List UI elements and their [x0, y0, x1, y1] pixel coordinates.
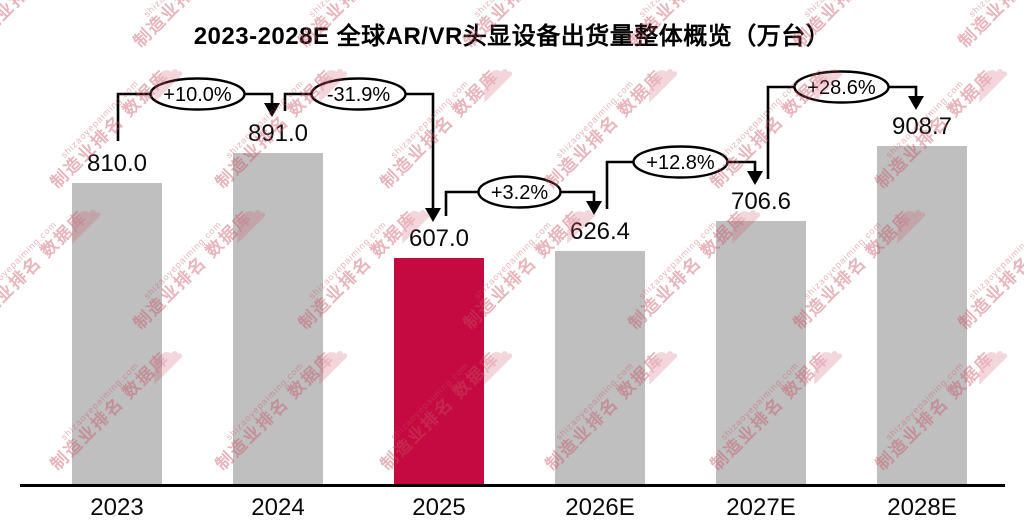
watermark-brand-text: 制造业排名 数据库☁ — [707, 40, 855, 193]
bar-2025 — [394, 258, 484, 484]
x-axis-label-2026E: 2026E — [565, 494, 635, 521]
growth-badge — [793, 70, 890, 104]
watermark-url-text: shizaoyepaiming.com — [1019, 330, 1024, 472]
watermark-brand-text: 制造业排名 数据库☁ — [377, 40, 525, 193]
growth-badge-label: +10.0% — [163, 84, 232, 106]
growth-badge-label: +12.8% — [646, 152, 715, 174]
cloud-icon: ☁ — [617, 40, 690, 113]
x-axis-label-2024: 2024 — [251, 494, 305, 521]
value-label-2023: 810.0 — [86, 150, 148, 177]
growth-badge — [149, 77, 246, 111]
bar-2027E — [716, 221, 806, 484]
bar-2026E — [555, 251, 645, 484]
x-axis-label-2028E: 2028E — [887, 494, 957, 521]
growth-badge-label: +3.2% — [491, 182, 548, 204]
value-label-2024: 891.0 — [247, 120, 309, 147]
arrow-down-icon — [264, 103, 280, 117]
arrow-down-icon — [586, 201, 602, 215]
bar-2023 — [72, 183, 162, 484]
watermark-url-text: shizaoyepaiming.com — [388, 78, 471, 160]
growth-badge — [477, 175, 562, 209]
x-axis-label-2023: 2023 — [90, 494, 144, 521]
x-axis-label-2027E: 2027E — [726, 494, 796, 521]
chart-title: 2023-2028E 全球AR/VR头显设备出货量整体概览（万台） — [193, 23, 831, 50]
growth-connector-2025-to-2026E: +3.2% — [444, 175, 602, 216]
watermark-brand-text: 制造业排名 数据库☁ — [542, 40, 690, 193]
arrow-down-icon — [747, 171, 763, 185]
cloud-icon: ☁ — [782, 40, 855, 113]
bar-2028E — [877, 146, 967, 484]
growth-badge-label: -31.9% — [327, 84, 391, 106]
growth-badge-label: +28.6% — [807, 77, 876, 99]
value-label-2028E: 908.7 — [891, 113, 953, 140]
cloud-icon: ☁ — [452, 40, 525, 113]
cloud-icon: ☁ — [287, 40, 360, 113]
x-axis-line — [20, 484, 1005, 487]
growth-badge — [632, 145, 729, 179]
value-label-2025: 607.0 — [408, 225, 470, 252]
growth-badge — [310, 77, 407, 111]
connector-line — [444, 190, 596, 216]
watermark-url-text: shizaoyepaiming.com — [718, 78, 801, 160]
cloud-icon: ☁ — [947, 40, 1020, 113]
arrow-down-icon — [908, 96, 924, 110]
value-label-2026E: 626.4 — [569, 218, 631, 245]
watermark-url-text: shizaoyepaiming.com — [553, 78, 636, 160]
value-label-2027E: 706.6 — [730, 188, 792, 215]
bar-2024 — [233, 153, 323, 484]
x-axis-label-2025: 2025 — [412, 494, 466, 521]
watermark-url-text: shizaoyepaiming.com — [1019, 48, 1024, 190]
arrow-down-icon — [425, 208, 441, 222]
cloud-icon: ☁ — [122, 40, 195, 113]
